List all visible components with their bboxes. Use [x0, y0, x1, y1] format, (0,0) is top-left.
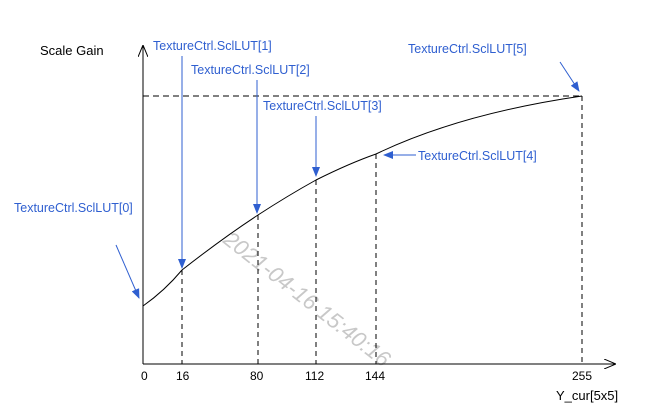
x-tick-label: 80	[250, 369, 264, 383]
gain-curve	[142, 95, 583, 307]
x-tick-label: 16	[176, 369, 190, 383]
x-tick-label: 255	[572, 369, 592, 383]
x-tick-label: 112	[305, 369, 324, 383]
x-axis-label: Y_cur[5x5]	[556, 388, 618, 403]
lut-label-2: TextureCtrl.SclLUT[2]	[191, 63, 310, 77]
lut-arrow-5	[559, 61, 580, 92]
lut-label-0: TextureCtrl.SclLUT[0]	[14, 201, 133, 215]
watermark-text: 2021-04-16 15:40:16	[218, 226, 396, 373]
x-tick-label: 0	[141, 369, 148, 383]
x-tick-label: 144	[365, 369, 385, 383]
lut-label-4: TextureCtrl.SclLUT[4]	[418, 149, 537, 163]
lut-arrow-0	[115, 244, 140, 299]
y-axis-label: Scale Gain	[40, 43, 104, 58]
lut-label-1: TextureCtrl.SclLUT[1]	[153, 39, 272, 53]
lut-label-5: TextureCtrl.SclLUT[5]	[408, 42, 527, 56]
lut-label-3: TextureCtrl.SclLUT[3]	[263, 99, 382, 113]
